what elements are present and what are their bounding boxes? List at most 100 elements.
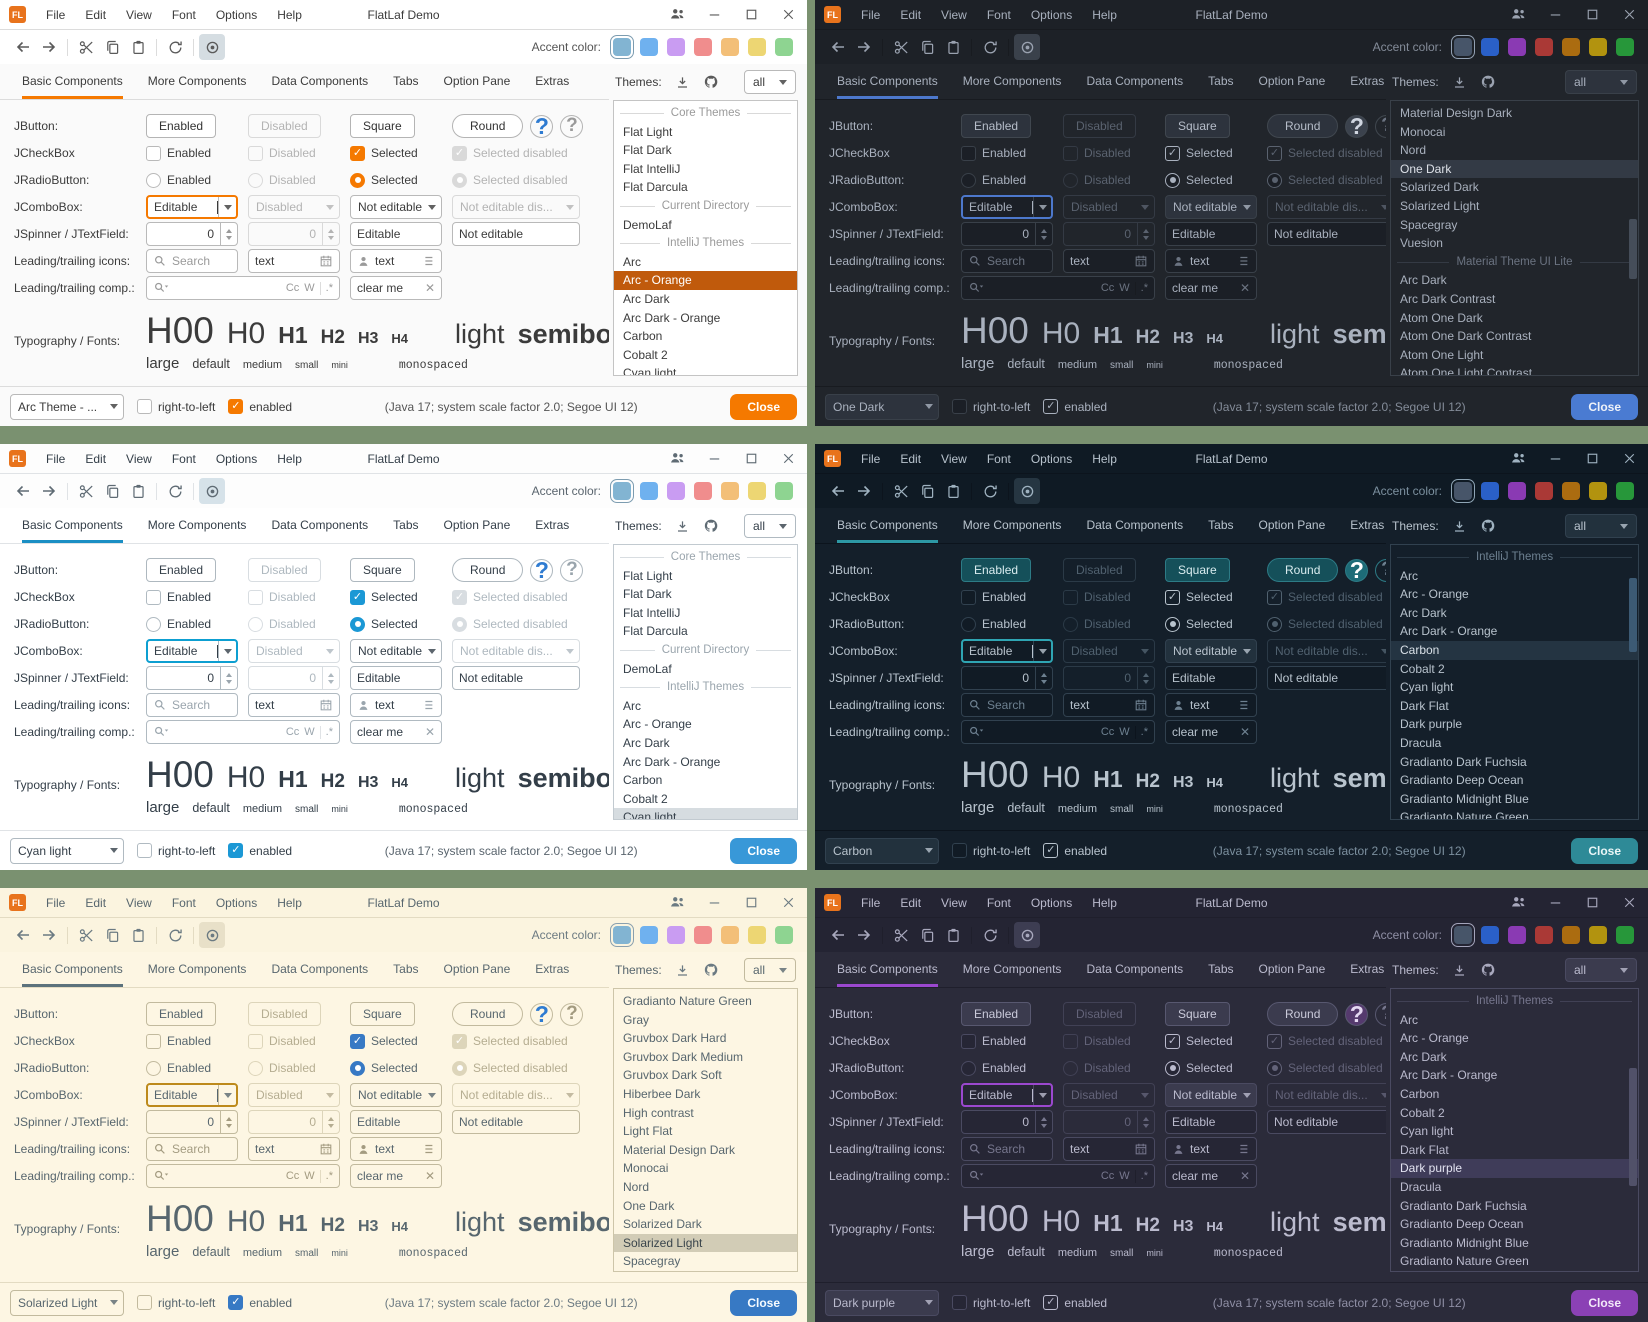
tab[interactable]: Extras	[1350, 518, 1385, 532]
accent-color-swatch[interactable]	[694, 482, 712, 500]
help-button-secondary[interactable]: ?	[1375, 114, 1386, 138]
refresh-icon[interactable]	[162, 478, 188, 504]
right-to-left-checkbox[interactable]: right-to-left	[952, 399, 1030, 414]
tab[interactable]: Option Pane	[443, 74, 511, 88]
github-icon[interactable]	[1480, 962, 1496, 978]
back-icon[interactable]	[10, 922, 36, 948]
clear-icon[interactable]: ✕	[424, 281, 435, 295]
theme-list-item[interactable]: Gruvbox Dark Soft	[623, 1068, 722, 1083]
menu-item[interactable]: Options	[1030, 451, 1073, 466]
round-button[interactable]: Round	[452, 1002, 524, 1026]
combobox-editable[interactable]: Editable	[146, 639, 238, 663]
right-to-left-checkbox[interactable]: right-to-left	[952, 1295, 1030, 1310]
copy-icon[interactable]	[99, 478, 125, 504]
theme-list-item[interactable]: Carbon	[623, 773, 663, 788]
spinner[interactable]: 0	[146, 1110, 238, 1134]
copy-icon[interactable]	[914, 478, 940, 504]
minimize-button[interactable]	[696, 888, 733, 917]
tab[interactable]: Basic Components	[837, 64, 938, 99]
accent-color-swatch[interactable]	[610, 479, 634, 503]
themes-filter-combo[interactable]: all	[1565, 70, 1637, 94]
accent-color-swatch[interactable]	[1508, 38, 1526, 56]
checkbox-enabled[interactable]: Enabled	[961, 589, 1026, 605]
tab[interactable]: Data Components	[1086, 518, 1184, 532]
clear-icon[interactable]: ✕	[424, 725, 435, 739]
radio-selected[interactable]: Selected	[1165, 1060, 1233, 1076]
close-button[interactable]: Close	[730, 1289, 797, 1316]
enabled-button[interactable]: Enabled	[961, 558, 1032, 582]
clear-me-input[interactable]: clear me ✕	[1165, 720, 1257, 744]
theme-list-item[interactable]: Dark Flat	[1400, 698, 1449, 713]
radio-enabled[interactable]: Enabled	[146, 1060, 211, 1076]
spinner-arrows-icon[interactable]	[220, 667, 237, 689]
match-case-button[interactable]: Cc	[285, 726, 300, 738]
tab[interactable]: Tabs	[1208, 518, 1234, 532]
theme-list-item[interactable]: Gradianto Midnight Blue	[1400, 1235, 1529, 1250]
help-button-secondary[interactable]: ?	[560, 558, 584, 582]
date-input[interactable]: text	[1063, 1137, 1155, 1161]
accent-color-swatch[interactable]	[1589, 926, 1607, 944]
regex-button[interactable]: .*	[1140, 1170, 1148, 1182]
chevron-down-icon[interactable]	[1033, 1085, 1051, 1105]
accent-color-swatch[interactable]	[694, 926, 712, 944]
round-button[interactable]: Round	[1267, 1002, 1339, 1026]
square-button[interactable]: Square	[350, 114, 415, 138]
accent-color-swatch[interactable]	[1451, 35, 1475, 59]
back-icon[interactable]	[825, 922, 851, 948]
copy-icon[interactable]	[99, 34, 125, 60]
accent-color-swatch[interactable]	[775, 482, 793, 500]
search-input[interactable]: Search	[961, 1137, 1053, 1161]
regex-button[interactable]: .*	[1140, 726, 1148, 738]
accent-color-swatch[interactable]	[1481, 926, 1499, 944]
combobox-not-editable[interactable]: Not editable	[1165, 1083, 1257, 1107]
menu-item[interactable]: Help	[277, 895, 302, 910]
textfield-editable[interactable]: Editable	[350, 1110, 442, 1134]
radio-selected[interactable]: Selected	[350, 172, 418, 188]
theme-list-item[interactable]: Arc Dark - Orange	[623, 310, 721, 325]
regex-button[interactable]: .*	[325, 1170, 333, 1182]
inspect-toggle-icon[interactable]	[199, 922, 225, 948]
users-icon[interactable]	[659, 444, 696, 473]
theme-list-item[interactable]: Light Flat	[623, 1124, 673, 1139]
date-input[interactable]: text	[248, 693, 340, 717]
refresh-icon[interactable]	[162, 34, 188, 60]
cut-icon[interactable]	[73, 922, 99, 948]
download-icon[interactable]	[1452, 75, 1467, 90]
combobox-editable[interactable]: Editable	[146, 1083, 238, 1107]
round-button[interactable]: Round	[1267, 558, 1339, 582]
combobox-editable[interactable]: Editable	[961, 639, 1053, 663]
theme-select-combo[interactable]: Carbon	[825, 837, 939, 864]
user-text-input[interactable]: text	[1165, 1137, 1257, 1161]
theme-list-item[interactable]: Nord	[1400, 143, 1427, 158]
chevron-down-icon[interactable]	[1238, 640, 1256, 662]
spinner[interactable]: 0	[146, 666, 238, 690]
chevron-down-icon[interactable]	[1033, 641, 1051, 661]
textfield-editable[interactable]: Editable	[1165, 222, 1257, 246]
forward-icon[interactable]	[851, 922, 877, 948]
menu-item[interactable]: Help	[1092, 7, 1117, 22]
accent-color-swatch[interactable]	[775, 926, 793, 944]
date-input[interactable]: text	[1063, 249, 1155, 273]
theme-list-item[interactable]: Cobalt 2	[1400, 1105, 1445, 1120]
forward-icon[interactable]	[36, 922, 62, 948]
theme-list-item[interactable]: Core Themes	[614, 548, 797, 567]
help-button[interactable]: ?	[1345, 113, 1369, 139]
tab[interactable]: Extras	[1350, 74, 1385, 88]
theme-list-item[interactable]: Carbon	[623, 329, 663, 344]
search-options-input[interactable]: Cc W .*	[961, 276, 1155, 300]
inspect-toggle-icon[interactable]	[199, 34, 225, 60]
tab[interactable]: Basic Components	[22, 508, 123, 543]
themes-filter-combo[interactable]: all	[744, 70, 796, 94]
spinner[interactable]: 0	[146, 222, 238, 246]
tab[interactable]: Extras	[535, 74, 570, 88]
radio-enabled[interactable]: Enabled	[146, 616, 211, 632]
tab[interactable]: More Components	[147, 74, 247, 88]
search-options-input[interactable]: Cc W .*	[146, 720, 340, 744]
checkbox-enabled[interactable]: Enabled	[146, 589, 211, 605]
chevron-down-icon[interactable]	[105, 395, 123, 419]
theme-select-combo[interactable]: Dark purple	[825, 1289, 939, 1316]
menu-item[interactable]: Font	[171, 451, 196, 466]
theme-list-item[interactable]: Arc Dark - Orange	[623, 754, 721, 769]
theme-list-item[interactable]: Arc	[1400, 1012, 1418, 1027]
regex-button[interactable]: .*	[1140, 282, 1148, 294]
